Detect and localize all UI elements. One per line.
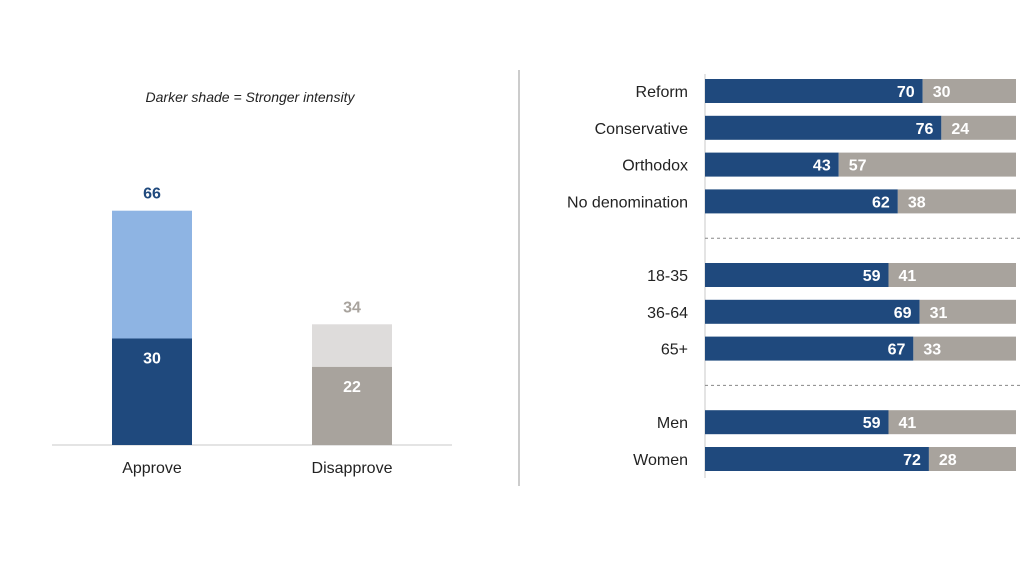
row-category-label: No denomination — [567, 194, 688, 211]
approve-bar — [705, 410, 889, 435]
approve-value-label: 43 — [813, 158, 831, 175]
disapprove-strong-bar-segment — [312, 366, 392, 445]
approve-value-label: 59 — [863, 415, 881, 432]
approve-weak-bar-segment — [112, 210, 192, 339]
row-category-label: Orthodox — [622, 158, 688, 175]
subgroup-bar-chart: 70 30 Reform 76 24 Conservative 43 57 Orthodox 62… — [567, 74, 1022, 478]
disapprove-category-label: Disapprove — [312, 460, 393, 477]
approve-value-label: 59 — [863, 268, 881, 285]
disapprove-strong-value-label: 22 — [343, 379, 361, 396]
disapprove-bar — [919, 299, 1016, 324]
disapprove-bar — [897, 189, 1016, 214]
disapprove-bar — [913, 336, 1016, 361]
approve-value-label: 70 — [897, 84, 915, 101]
disapprove-bar — [928, 447, 1016, 471]
approve-value-label: 69 — [894, 305, 912, 322]
approve-bar — [705, 447, 929, 471]
approve-value-label: 62 — [872, 194, 890, 211]
disapprove-bar — [888, 410, 1016, 435]
disapprove-value-label: 57 — [849, 158, 867, 175]
disapprove-bar — [941, 115, 1016, 140]
approve-bar — [705, 115, 942, 140]
approval-column-chart: 30 66 Approve 22 34 Disapprove — [52, 186, 452, 477]
disapprove-value-label: 24 — [951, 121, 969, 138]
row-category-label: Women — [633, 452, 688, 469]
disapprove-bar — [922, 79, 1016, 103]
approve-bar — [705, 79, 923, 103]
approve-strong-bar-segment — [112, 338, 192, 445]
approve-total-value-label: 66 — [143, 186, 161, 203]
disapprove-value-label: 41 — [898, 268, 916, 285]
approve-bar — [705, 189, 898, 214]
disapprove-total-value-label: 34 — [343, 299, 361, 316]
disapprove-value-label: 38 — [908, 194, 926, 211]
row-category-label: Men — [657, 415, 688, 432]
approve-value-label: 76 — [916, 121, 934, 138]
chart-note: Darker shade = Stronger intensity — [146, 89, 356, 105]
disapprove-value-label: 31 — [930, 305, 948, 322]
disapprove-value-label: 28 — [939, 452, 957, 469]
approve-bar — [705, 299, 920, 324]
disapprove-value-label: 30 — [933, 84, 951, 101]
row-category-label: Reform — [636, 84, 688, 101]
approve-category-label: Approve — [122, 460, 182, 477]
row-category-label: Conservative — [595, 121, 688, 138]
approve-bar — [705, 152, 839, 177]
row-category-label: 36-64 — [647, 305, 688, 322]
approve-value-label: 72 — [903, 452, 921, 469]
approve-value-label: 67 — [888, 342, 906, 359]
row-category-label: 65+ — [661, 342, 688, 359]
disapprove-weak-bar-segment — [312, 324, 392, 367]
approve-bar — [705, 336, 914, 361]
disapprove-bar — [838, 152, 1016, 177]
approve-strong-value-label: 30 — [143, 351, 161, 368]
disapprove-value-label: 41 — [898, 415, 916, 432]
disapprove-value-label: 33 — [923, 342, 941, 359]
disapprove-bar — [888, 263, 1016, 287]
row-category-label: 18-35 — [647, 268, 688, 285]
approve-bar — [705, 263, 889, 287]
